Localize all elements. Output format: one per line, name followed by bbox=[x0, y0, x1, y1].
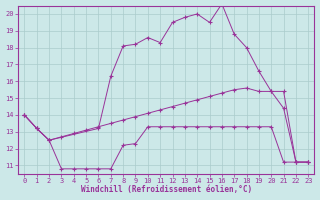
X-axis label: Windchill (Refroidissement éolien,°C): Windchill (Refroidissement éolien,°C) bbox=[81, 185, 252, 194]
